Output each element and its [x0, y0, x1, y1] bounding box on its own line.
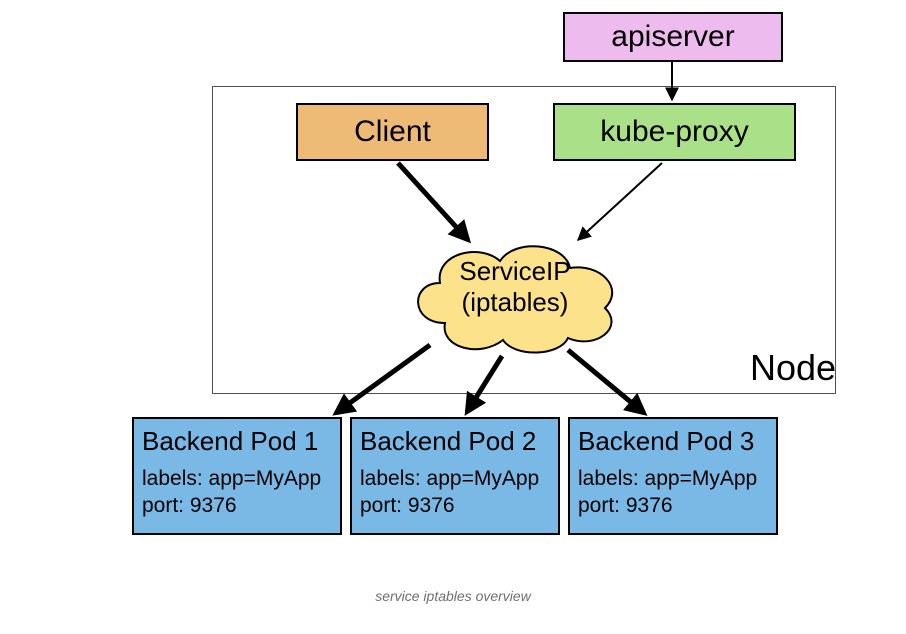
client-box: Client	[296, 103, 489, 161]
pod2-sub1: labels: app=MyApp	[360, 465, 550, 492]
apiserver-box: apiserver	[563, 12, 783, 62]
pod1-sub2: port: 9376	[142, 492, 332, 519]
pod3-sub2: port: 9376	[578, 492, 768, 519]
serviceip-text: ServiceIP (iptables)	[400, 256, 630, 318]
pod2-sub2: port: 9376	[360, 492, 550, 519]
serviceip-line1: ServiceIP	[400, 256, 630, 287]
serviceip-line2: (iptables)	[400, 287, 630, 318]
pod3-sub1: labels: app=MyApp	[578, 465, 768, 492]
pod2-title: Backend Pod 2	[360, 425, 550, 459]
pod1-title: Backend Pod 1	[142, 425, 332, 459]
serviceip-cloud: ServiceIP (iptables)	[400, 228, 630, 358]
diagram-caption: service iptables overview	[0, 588, 906, 604]
pod3-box: Backend Pod 3 labels: app=MyApp port: 93…	[568, 417, 778, 535]
client-label: Client	[354, 115, 431, 149]
kubeproxy-label: kube-proxy	[600, 115, 748, 149]
node-label: Node	[750, 347, 836, 389]
pod1-sub1: labels: app=MyApp	[142, 465, 332, 492]
pod3-title: Backend Pod 3	[578, 425, 768, 459]
diagram-root: Node apiserver Client kube-proxy Service…	[0, 0, 906, 634]
pod2-box: Backend Pod 2 labels: app=MyApp port: 93…	[350, 417, 560, 535]
apiserver-label: apiserver	[611, 20, 734, 54]
kubeproxy-box: kube-proxy	[553, 103, 796, 161]
pod1-box: Backend Pod 1 labels: app=MyApp port: 93…	[132, 417, 342, 535]
